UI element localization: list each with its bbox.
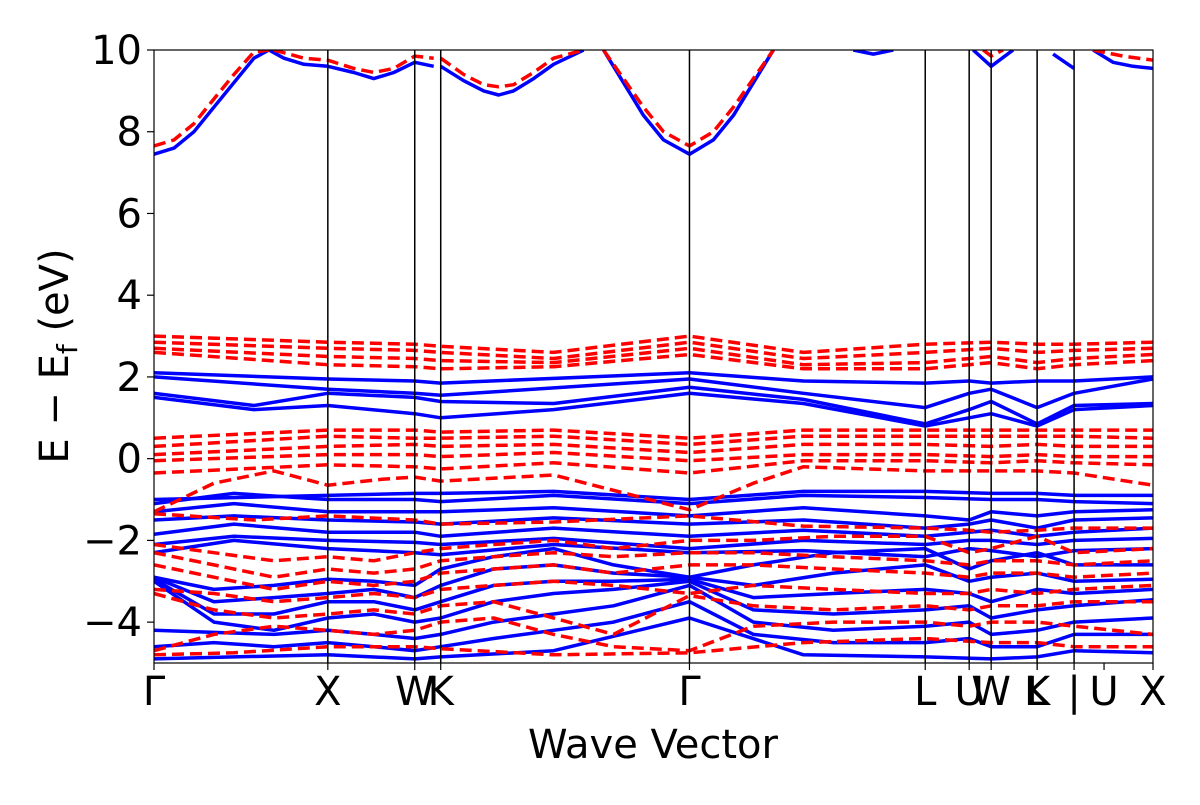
x-tick-label-6: U <box>955 669 984 715</box>
dashed-band-line-11 <box>154 434 1153 449</box>
y-tick-label-4: 4 <box>117 273 142 319</box>
solid-band-line-0 <box>154 50 270 156</box>
dashed-band-line-16 <box>154 512 1153 534</box>
dashed-band-line-5 <box>1092 50 1153 62</box>
solid-band-line-9 <box>154 375 1153 410</box>
dashed-band-line-0 <box>154 50 270 148</box>
x-axis-label: Wave Vector <box>528 722 779 768</box>
x-tick-label-12: X <box>1139 669 1166 715</box>
y-tick-label-7: 10 <box>91 28 142 74</box>
dashed-band-line-12 <box>154 442 1153 457</box>
solid-band-line-5 <box>972 50 1015 69</box>
solid-band-line-12 <box>154 489 1153 502</box>
solid-band-line-17 <box>154 534 1153 551</box>
x-tick-label-1: X <box>314 669 341 715</box>
y-label-subscript: f <box>51 343 84 354</box>
solid-band-line-1 <box>268 50 435 81</box>
y-label-minus: − <box>32 379 78 438</box>
dashed-band-line-9 <box>154 350 1153 371</box>
x-tick-label-5: L <box>914 669 937 715</box>
x-tick-label-9: K <box>1024 669 1052 715</box>
x-tick-label-10: | <box>1067 669 1080 715</box>
x-tick-label-11: U <box>1089 669 1118 715</box>
solid-band-line-6 <box>1052 52 1076 70</box>
x-axis-ticks: Γ X WK Γ L UW LK | U X <box>143 663 1167 715</box>
dashed-band-line-14 <box>154 458 1153 475</box>
y-axis-label: E − Ef (eV) <box>32 248 84 463</box>
dashed-band-line-6 <box>154 334 1153 355</box>
x-tick-label-7: W <box>971 669 1011 715</box>
y-axis-ticks: −4 −2 0 2 4 6 8 10 <box>83 28 154 646</box>
solid-band-line-11 <box>154 391 1153 428</box>
dashed-band-line-3 <box>602 50 775 148</box>
y-tick-label-3: 2 <box>117 355 142 401</box>
solid-band-line-7 <box>1092 50 1153 71</box>
dashed-band-line-8 <box>154 346 1153 367</box>
y-label-e2: E <box>32 354 78 379</box>
solid-band-line-8 <box>154 371 1153 385</box>
y-tick-label-0: −4 <box>83 600 142 646</box>
dashed-band-line-10 <box>154 428 1153 440</box>
dashed-band-line-2 <box>439 50 585 89</box>
solid-band-line-15 <box>154 514 1153 530</box>
solid-band-line-3 <box>602 50 775 156</box>
dashed-band-line-1 <box>273 50 434 75</box>
solid-band-line-14 <box>154 501 1153 522</box>
solid-band-line-16 <box>154 522 1153 539</box>
x-tick-label-4: Γ <box>678 669 701 715</box>
x-tick-label-3: K <box>428 669 456 715</box>
y-label-unit: (eV) <box>32 248 78 344</box>
dashed-band-line-13 <box>154 450 1153 463</box>
solid-band-line-10 <box>154 385 1153 426</box>
y-tick-label-5: 6 <box>117 191 142 237</box>
x-tick-label-2: W <box>395 669 435 715</box>
y-tick-label-6: 8 <box>117 110 142 156</box>
x-tick-label-0: Γ <box>143 669 166 715</box>
dashed-band-line-4 <box>982 50 1004 58</box>
y-tick-label-1: −2 <box>83 518 142 564</box>
high-symmetry-lines <box>327 50 1075 663</box>
dashed-band-line-7 <box>154 340 1153 361</box>
bands-layer <box>154 50 1153 661</box>
solid-band-line-2 <box>439 50 585 97</box>
x-tick-label-8: L <box>1026 669 1049 715</box>
dashed-band-line-15 <box>154 465 1153 514</box>
y-tick-label-2: 0 <box>117 437 142 483</box>
y-label-e: E <box>32 438 78 463</box>
plot-frame <box>153 49 1154 664</box>
solid-band-line-4 <box>852 50 894 56</box>
